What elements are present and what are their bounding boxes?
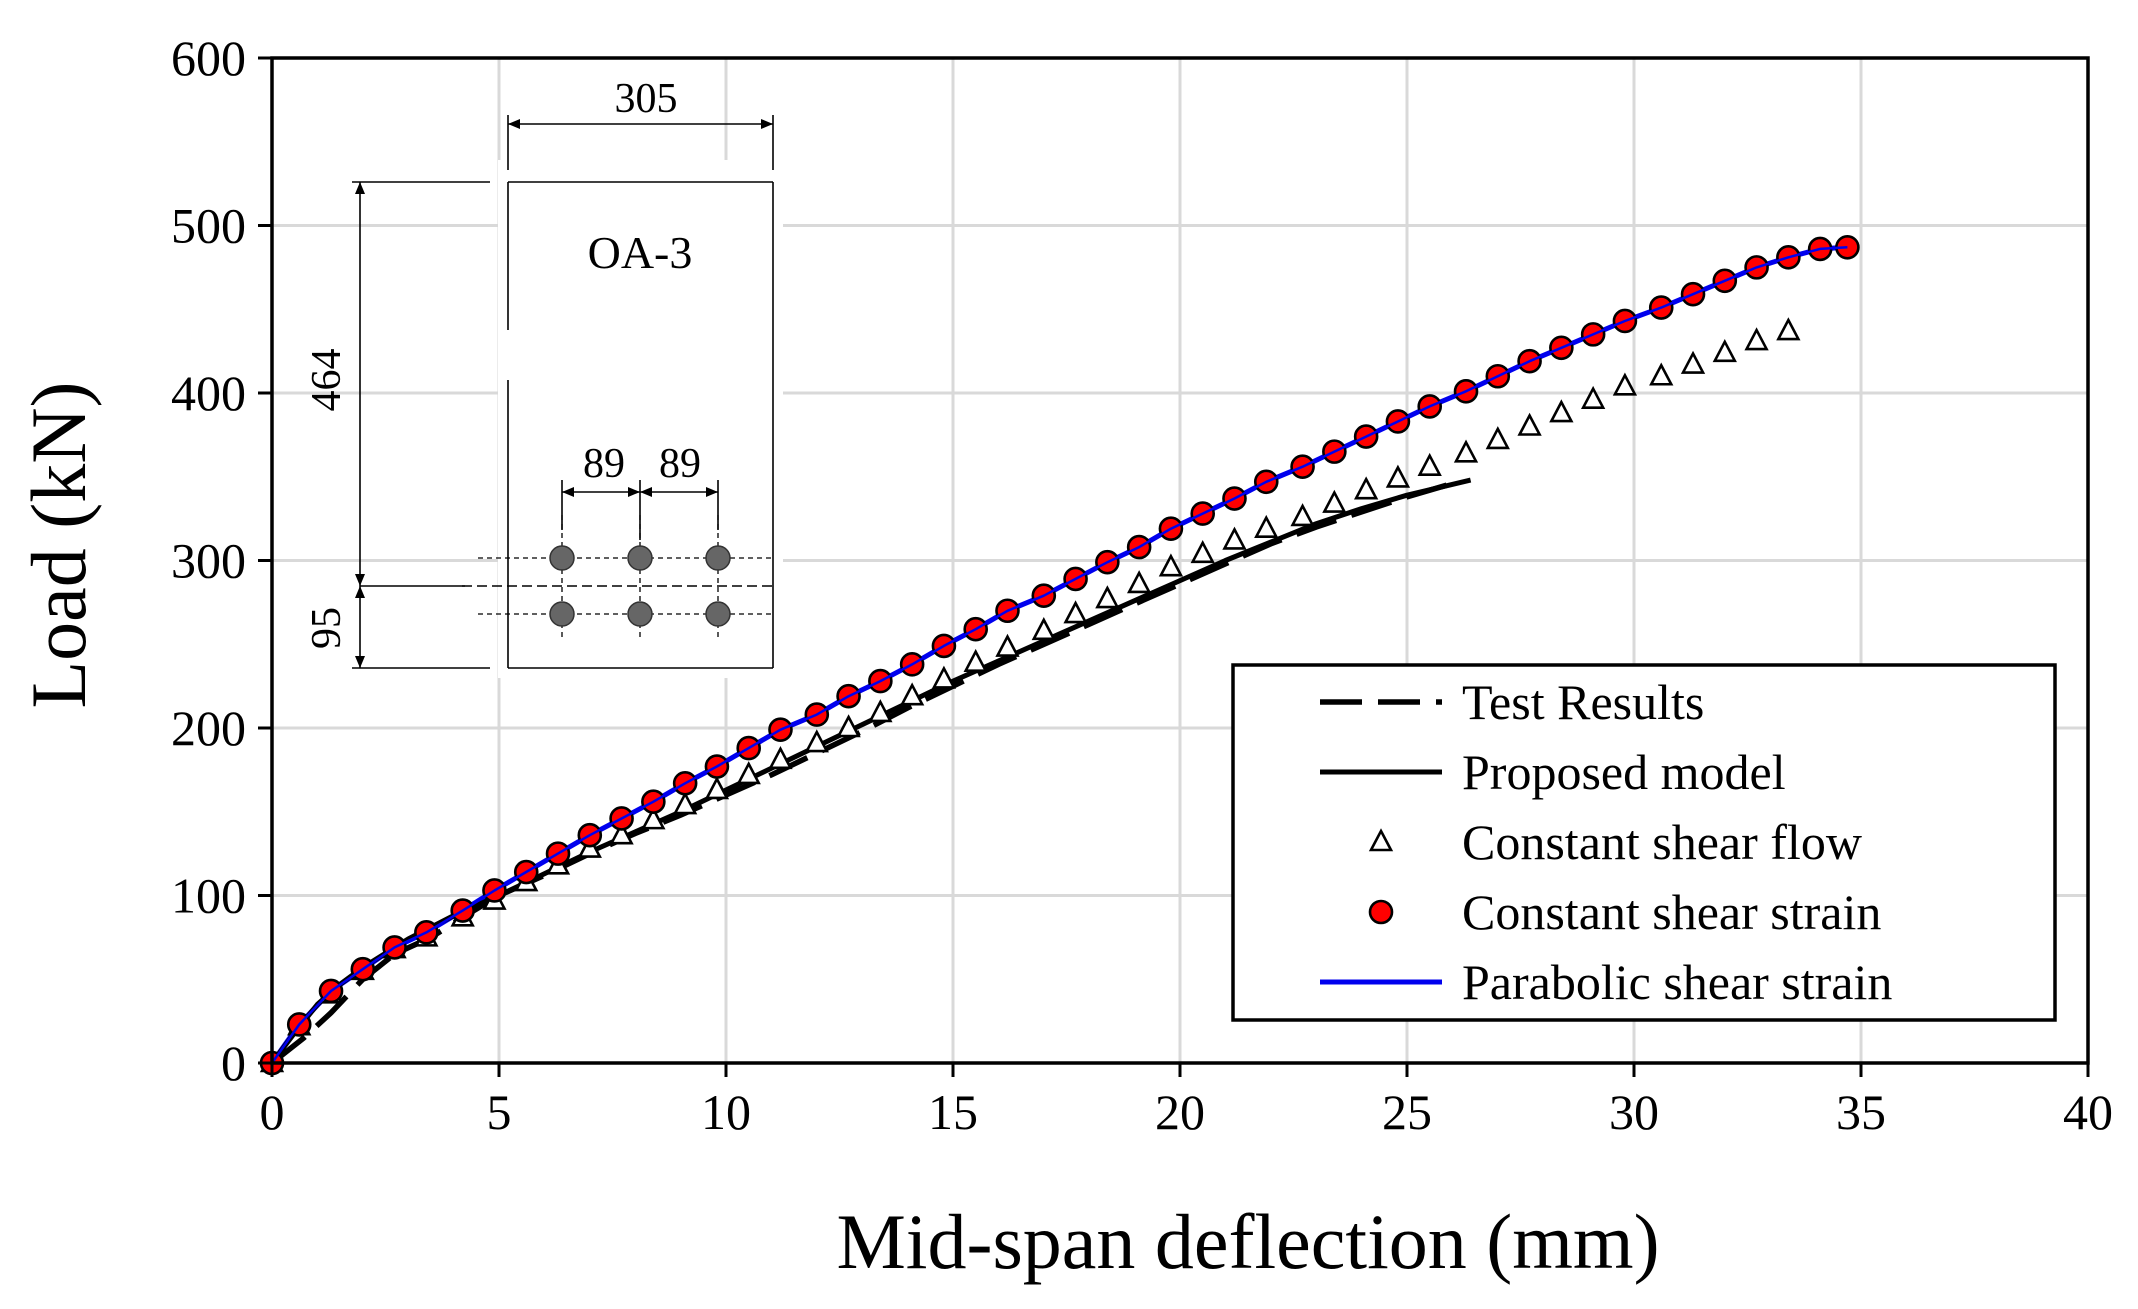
width-arrow-right <box>761 119 773 129</box>
y-axis-title: Load (kN) <box>15 381 102 708</box>
y-tick-label: 0 <box>221 1035 246 1091</box>
x-tick-label: 20 <box>1155 1084 1205 1140</box>
constant-shear-flow-point <box>1190 540 1215 564</box>
y-tick-label: 400 <box>171 365 246 421</box>
x-tick-label: 25 <box>1382 1084 1432 1140</box>
spacing-arrow <box>640 487 652 497</box>
constant-shear-flow-point <box>836 714 861 738</box>
legend-label: Proposed model <box>1462 744 1786 800</box>
beam-cross-section-inset: OA-3 305 464 95 89 89 <box>304 76 783 678</box>
width-dimension-label: 305 <box>615 76 678 122</box>
constant-shear-flow-point <box>1290 503 1315 527</box>
constant-shear-flow-point <box>1744 327 1769 351</box>
constant-shear-flow-point <box>1712 339 1737 363</box>
constant-shear-flow-point <box>768 746 793 770</box>
constant-shear-flow-point <box>1095 585 1120 609</box>
width-arrow-left <box>508 119 520 129</box>
height-arrow-top <box>355 182 365 194</box>
spacing-arrow <box>628 487 640 497</box>
spacing-label-left: 89 <box>583 441 625 487</box>
x-tick-label: 0 <box>260 1084 285 1140</box>
x-axis-title: Mid-span deflection (mm) <box>836 1198 1659 1285</box>
constant-shear-flow-point <box>899 682 925 706</box>
y-tick-label: 100 <box>171 868 246 924</box>
constant-shear-flow-point <box>931 665 957 689</box>
cover-arrow-bottom <box>355 656 365 668</box>
constant-shear-flow-point <box>1353 476 1379 500</box>
x-tick-label: 5 <box>487 1084 512 1140</box>
constant-shear-flow-point <box>672 791 698 815</box>
legend-label: Constant shear strain <box>1462 884 1881 940</box>
constant-shear-flow-point <box>1322 489 1347 513</box>
legend-symbol-constant-shear-strain <box>1368 899 1394 925</box>
legend-symbol-constant-shear-flow <box>1368 828 1394 852</box>
x-tick-label: 15 <box>928 1084 978 1140</box>
rebar-circle <box>627 601 653 627</box>
constant-shear-flow-point <box>1549 399 1574 423</box>
cover-arrow-top <box>355 586 365 598</box>
x-tick-label: 40 <box>2063 1084 2113 1140</box>
constant-shear-flow-point <box>995 633 1020 657</box>
constant-shear-flow-point <box>1649 362 1674 386</box>
rebar-circle <box>705 545 731 571</box>
spacing-arrow <box>706 487 718 497</box>
constant-shear-flow-point <box>1612 372 1638 396</box>
legend-label: Constant shear flow <box>1462 814 1862 870</box>
constant-shear-flow-point <box>641 806 666 830</box>
constant-shear-flow-point <box>1580 385 1606 409</box>
section-label: OA-3 <box>588 227 693 278</box>
spacing-label-right: 89 <box>659 441 701 487</box>
plot-series <box>259 234 1860 1076</box>
constant-shear-flow-point <box>963 648 988 672</box>
constant-shear-flow-point <box>1417 452 1442 476</box>
x-tick-label: 30 <box>1609 1084 1659 1140</box>
constant-shear-flow-point <box>704 776 730 800</box>
rebar-circle <box>705 601 731 627</box>
constant-shear-flow-point <box>609 821 634 845</box>
constant-shear-flow-point <box>1254 514 1279 538</box>
legend: Test Results Proposed model Constant shear… <box>1231 663 2057 1022</box>
rebar-circle <box>549 545 575 571</box>
cover-dimension-label: 95 <box>304 607 350 649</box>
constant-shear-flow-point <box>1126 570 1152 594</box>
constant-shear-flow-point <box>804 729 829 753</box>
x-tick-label: 35 <box>1836 1084 1886 1140</box>
constant-shear-flow-point <box>1063 600 1088 624</box>
y-tick-label: 300 <box>171 533 246 589</box>
height-dimension-label: 464 <box>304 349 350 412</box>
constant-shear-flow-point <box>1222 526 1247 550</box>
spacing-arrow <box>562 487 574 497</box>
rebar-circle <box>627 545 653 571</box>
legend-label: Parabolic shear strain <box>1462 954 1892 1010</box>
constant-shear-flow-point <box>868 699 893 723</box>
series-parabolic-shear-strain-line-top <box>270 246 1848 1064</box>
constant-shear-flow-point <box>1031 617 1056 641</box>
legend-label: Test Results <box>1462 674 1704 730</box>
constant-shear-flow-point <box>1680 350 1706 374</box>
y-tick-label: 200 <box>171 700 246 756</box>
constant-shear-flow-point <box>736 761 761 785</box>
constant-shear-flow-point <box>1453 439 1479 463</box>
legend-box <box>1231 663 2057 1022</box>
height-arrow-bottom <box>355 574 365 586</box>
constant-shear-flow-point <box>1776 317 1801 341</box>
constant-shear-flow-point <box>1485 426 1510 450</box>
y-tick-label: 600 <box>171 30 246 86</box>
constant-shear-flow-point <box>1385 464 1411 488</box>
constant-shear-flow-point <box>1158 553 1184 577</box>
x-tick-label: 10 <box>701 1084 751 1140</box>
y-tick-label: 500 <box>171 198 246 254</box>
rebar-circle <box>549 601 575 627</box>
constant-shear-flow-point <box>1517 412 1542 436</box>
